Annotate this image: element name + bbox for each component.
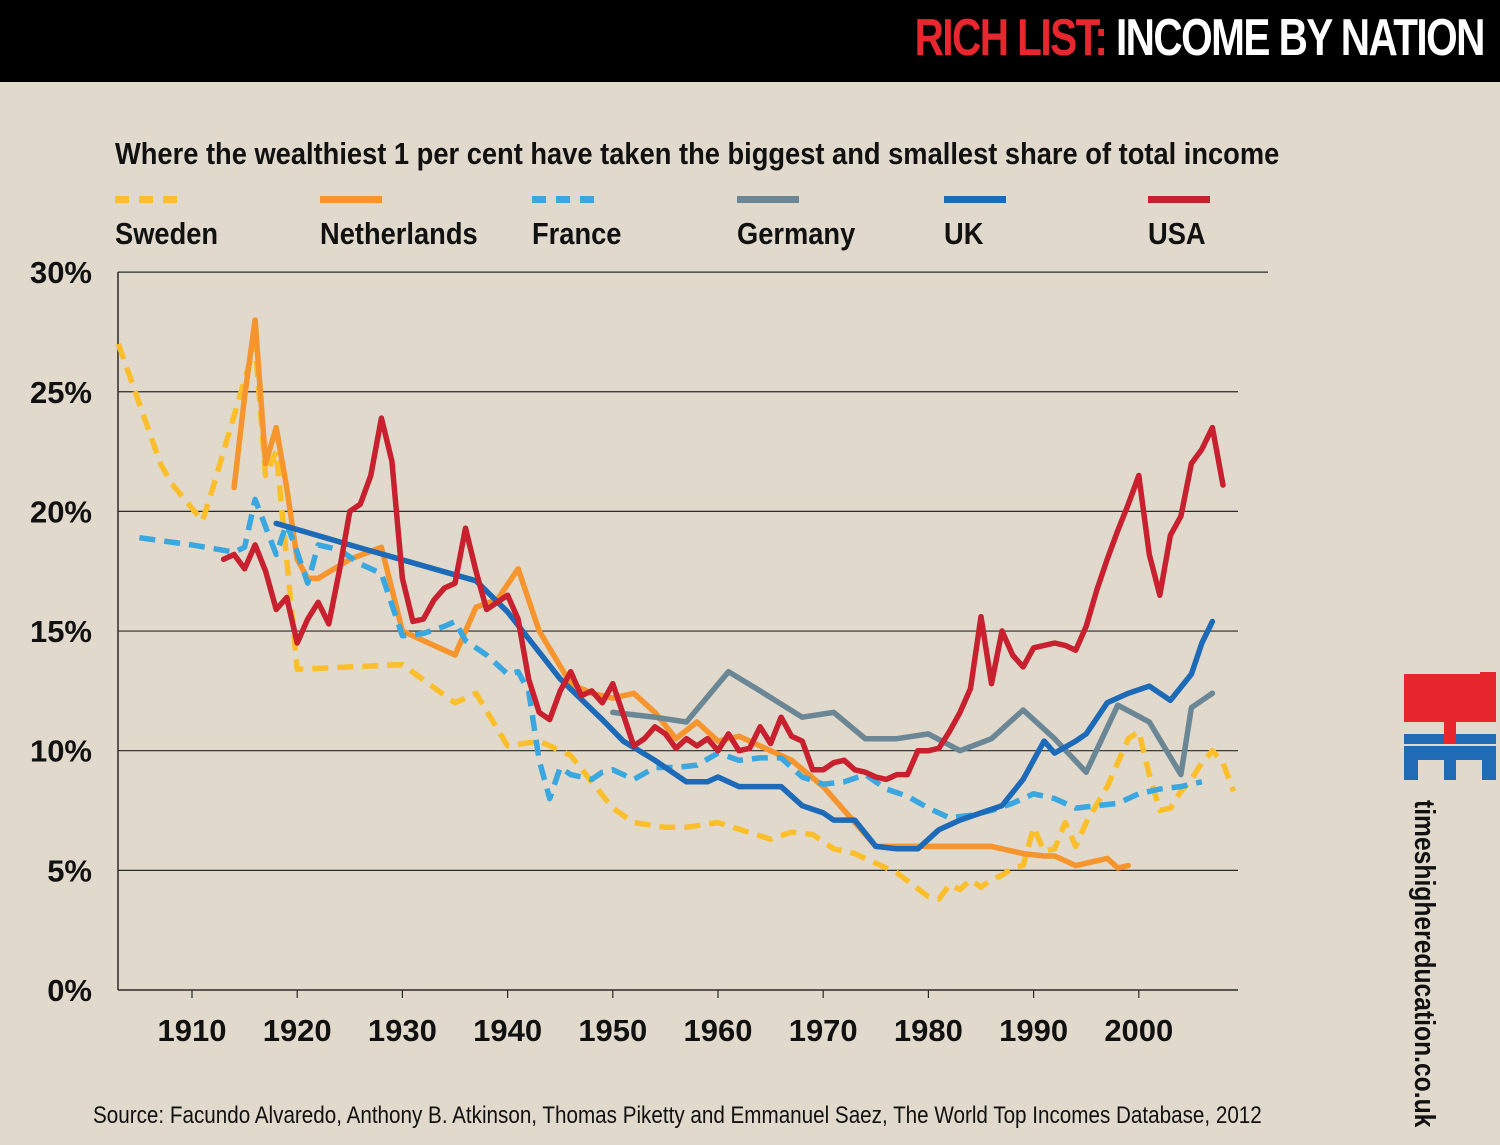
legend-label: Sweden (115, 216, 219, 251)
chart-plot: 0% 5% 10% 15% 20% 25% 30% 1910 1920 1930 1940 1950 1… (30, 255, 1268, 1048)
x-tick-label: 1910 (158, 1013, 227, 1048)
site-url: timeshighereducation.co.uk (1404, 800, 1444, 1130)
x-tick-label: 1920 (263, 1013, 332, 1048)
legend-label: Germany (737, 216, 856, 251)
x-tick-label: 1970 (789, 1013, 858, 1048)
title-rest: INCOME BY NATION (1106, 9, 1485, 67)
legend-swatch (532, 196, 594, 203)
legend-label: France (532, 216, 622, 251)
legend-label: UK (944, 216, 984, 251)
legend-swatch (1148, 196, 1210, 203)
x-tick-label: 1960 (684, 1013, 753, 1048)
legend-label: USA (1148, 216, 1206, 251)
x-tick-label: 1930 (368, 1013, 437, 1048)
y-tick-label: 10% (30, 734, 92, 769)
x-tick-label: 1990 (999, 1013, 1068, 1048)
y-tick-label: 15% (30, 614, 92, 649)
series-line-usa (220, 415, 1226, 783)
series-line-sweden (115, 341, 1237, 902)
header-bar: RICH LIST: INCOME BY NATION (0, 0, 1500, 82)
chart-title: Where the wealthiest 1 per cent have tak… (115, 136, 1280, 171)
y-tick-label: 25% (30, 375, 92, 410)
legend-swatch (115, 196, 177, 203)
legend-swatch (944, 196, 1006, 203)
x-tick-label: 1940 (473, 1013, 542, 1048)
title-highlight: RICH LIST: (914, 9, 1108, 67)
x-tick-label: 2000 (1104, 1013, 1173, 1048)
legend-label: Netherlands (320, 216, 478, 251)
y-tick-label: 0% (47, 973, 92, 1008)
y-tick-label: 20% (30, 494, 92, 529)
page-title: RICH LIST: INCOME BY NATION (914, 8, 1486, 68)
source-note: Source: Facundo Alvaredo, Anthony B. Atk… (93, 1102, 1262, 1129)
y-tick-label: 30% (30, 255, 92, 290)
x-tick-label: 1980 (894, 1013, 963, 1048)
series-line-france (139, 496, 1203, 821)
x-tick-label: 1950 (578, 1013, 647, 1048)
series-line-netherlands (231, 317, 1132, 871)
series-line-uk (273, 520, 1216, 852)
legend-swatch (320, 196, 382, 203)
the-logo-icon (1404, 672, 1496, 780)
legend-swatch (737, 196, 799, 203)
site-url-text: timeshighereducation.co.uk (1408, 800, 1440, 1128)
y-tick-label: 5% (47, 853, 92, 888)
